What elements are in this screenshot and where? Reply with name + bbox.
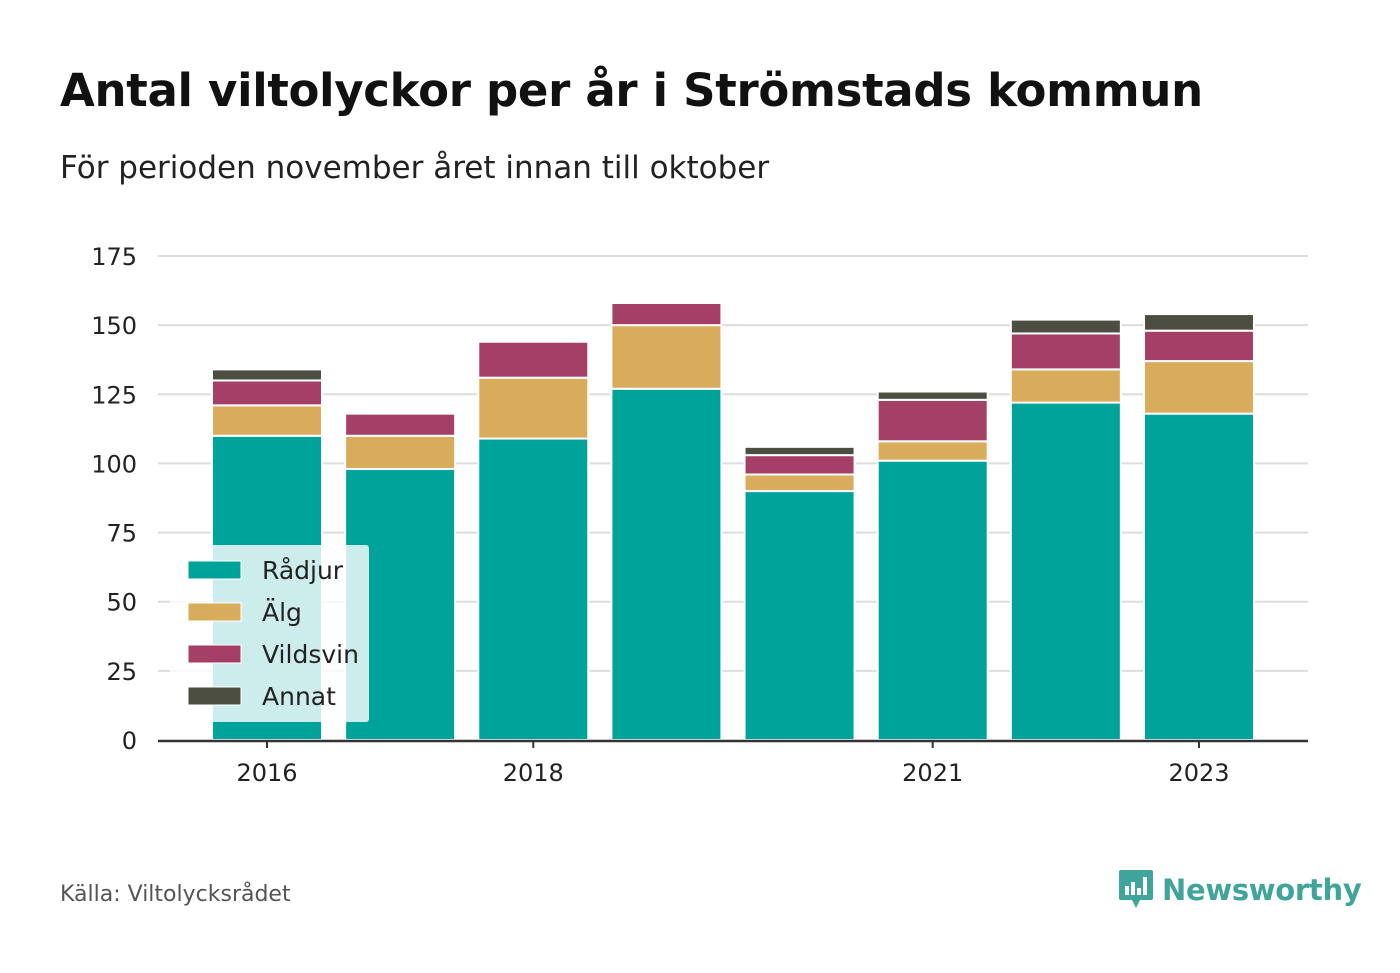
newsworthy-logo-icon: [1119, 870, 1153, 908]
bar-segment: [743, 473, 856, 493]
bar-segment: [1009, 318, 1122, 335]
y-tick-label: 50: [106, 589, 137, 617]
bar-segment: [1142, 329, 1255, 363]
legend-swatch: [187, 644, 242, 664]
y-tick-label: 125: [91, 381, 137, 409]
bar-segment: [344, 434, 457, 470]
y-tick-label: 175: [91, 243, 137, 271]
x-tick-label: 2023: [1168, 759, 1229, 787]
legend-label: Älg: [262, 598, 302, 627]
bar-segment: [1009, 401, 1122, 741]
legend-box: [170, 545, 369, 722]
bar-segment: [1009, 368, 1122, 404]
bar-segment: [743, 445, 856, 457]
bar-segment: [876, 459, 989, 741]
chart-title: Antal viltolyckor per år i Strömstads ko…: [60, 64, 1203, 117]
bar-segment: [477, 437, 590, 741]
bar-segment: [743, 454, 856, 476]
y-tick-label: 150: [91, 312, 137, 340]
brand-logo: Newsworthy: [1118, 868, 1362, 912]
bar-segment: [610, 324, 723, 390]
brand-name: Newsworthy: [1162, 873, 1362, 907]
y-tick-label: 25: [106, 658, 137, 686]
source-note: Källa: Viltolycksrådet: [60, 882, 291, 907]
x-tick-label: 2018: [503, 759, 564, 787]
x-tick-label: 2021: [902, 759, 963, 787]
y-tick-label: 75: [106, 520, 137, 548]
bar-segment: [477, 376, 590, 440]
bar-segment: [1142, 313, 1255, 332]
bar-segment: [743, 490, 856, 742]
bar-segment: [876, 398, 989, 443]
y-tick-label: 100: [91, 450, 137, 478]
y-tick-label: 0: [122, 727, 137, 755]
bar-segment: [876, 440, 989, 462]
chart-subtitle: För perioden november året innan till ok…: [60, 150, 770, 186]
bar-segment: [876, 390, 989, 401]
legend-label: Annat: [262, 682, 336, 711]
bar-segment: [1142, 360, 1255, 415]
legend-label: Rådjur: [262, 556, 344, 585]
legend-label: Vildsvin: [262, 640, 359, 669]
bar-segment: [211, 368, 323, 382]
bar-segment: [211, 404, 323, 437]
bar-segment: [211, 379, 323, 407]
legend-swatch: [187, 560, 242, 580]
bar-segment: [477, 340, 590, 379]
bar-segment: [344, 412, 457, 437]
bar-segment: [610, 302, 723, 327]
x-tick-label: 2016: [236, 759, 297, 787]
bar-segment: [1009, 332, 1122, 371]
legend: Rådjur Älg Vildsvin Annat: [170, 545, 369, 722]
legend-swatch: [187, 602, 242, 622]
bar-segment: [1142, 412, 1255, 741]
bar-segment: [610, 387, 723, 741]
legend-swatch: [187, 686, 242, 706]
